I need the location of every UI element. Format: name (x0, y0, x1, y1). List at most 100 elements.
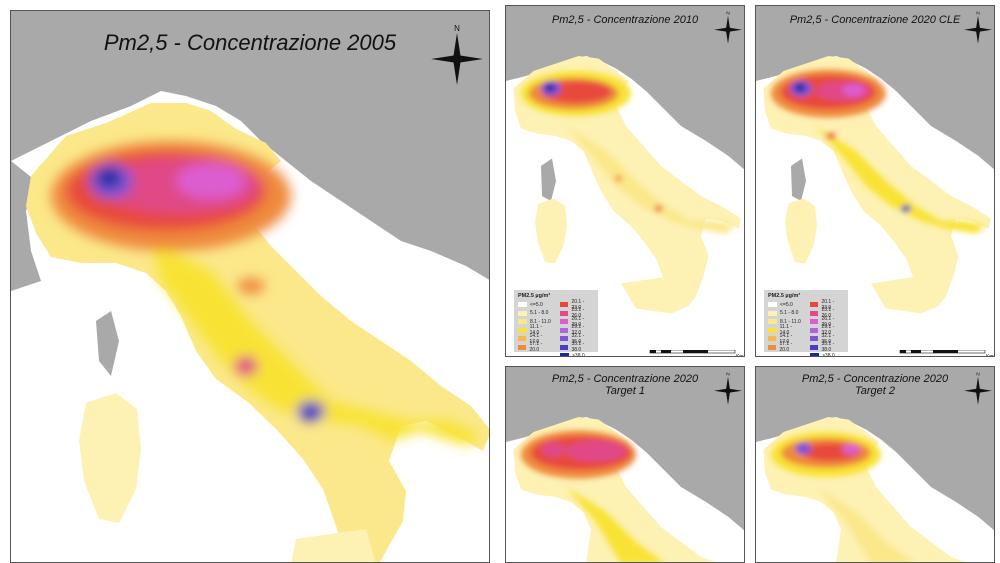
legend-label: 32.1 - 35.0 (571, 332, 585, 345)
legend-label: 17.1 - 20.0 (779, 341, 793, 353)
legend-swatch (560, 344, 569, 350)
legend-item: 14.1 - 17.0 (518, 332, 552, 345)
legend-swatch (768, 344, 777, 350)
concentration-field (771, 432, 914, 562)
legend-label: <=5.0 (780, 301, 793, 308)
compass-rose-icon: N (431, 24, 483, 85)
legend-swatch (810, 353, 819, 356)
legend-label: 35.1 - 38.0 (821, 341, 835, 353)
legend-item: 14.1 - 17.0 (768, 332, 802, 345)
scale-bar-graphic (649, 349, 736, 354)
legend-swatch (810, 344, 819, 350)
compass-north-label: N (976, 372, 980, 378)
legend: PM2.5 µg/m³ <=5.0 5.1 - 8.0 8.1 - 11.0 11.1… (764, 290, 848, 356)
legend-item: 32.1 - 35.0 (810, 333, 844, 345)
legend-item: 29.1 - 32.0 (560, 324, 594, 336)
legend-column: <=5.0 5.1 - 8.0 8.1 - 11.0 11.1 - 14.0 14.1 … (768, 301, 802, 356)
map-title-2020-target-2: Pm2,5 - Concentrazione 2020 Target 2 (756, 373, 994, 397)
legend-label: 29.1 - 32.0 (571, 324, 585, 336)
scale-bar-unit: Km (736, 354, 744, 357)
map-title-2020-cle: Pm2,5 - Concentrazione 2020 CLE (789, 14, 961, 26)
compass-north-label: N (726, 372, 730, 378)
legend-label: 8.1 - 11.0 (530, 318, 551, 325)
compass-north-label: N (726, 11, 730, 17)
legend-swatch (560, 353, 569, 356)
legend-swatch (518, 310, 527, 316)
map-title-line-2: Target 2 (855, 385, 895, 398)
concentration-field (521, 430, 664, 562)
legend-swatch (810, 310, 819, 316)
legend-label: 23.1 - 26.0 (821, 307, 835, 319)
compass-rose-icon: N (714, 11, 742, 44)
compass-north-label: N (454, 24, 460, 33)
map-title-2005: Pm2,5 - Concentrazione 2005 (103, 30, 397, 55)
scale-bar: 04590180270360Km (648, 342, 744, 357)
legend-swatch (560, 319, 569, 324)
legend-label: 5.1 - 8.0 (530, 310, 549, 316)
legend-swatch (518, 319, 527, 324)
compass-rose-icon: N (964, 11, 992, 44)
legend-item: <=5.0 (518, 301, 552, 308)
legend-column: <=5.0 5.1 - 8.0 8.1 - 11.0 11.1 - 14.0 14.1 … (518, 301, 552, 356)
legend-swatch (518, 344, 527, 350)
legend-swatch (810, 327, 819, 333)
scale-bar-graphic (899, 349, 986, 354)
legend-label: 11.1 - 14.0 (779, 324, 792, 336)
legend-item: 29.1 - 32.0 (810, 324, 844, 336)
legend-item: <=5.0 (768, 301, 802, 308)
legend-item: 20.1 - 23.0 (810, 298, 844, 311)
legend-label: 8.1 - 11.0 (780, 318, 801, 325)
legend-column: 20.1 - 23.0 23.1 - 26.0 26.1 - 29.0 29.1 - … (560, 298, 594, 356)
legend-item: 17.1 - 20.0 (768, 341, 802, 353)
legend-label: 17.1 - 20.0 (529, 341, 543, 353)
legend-item: 26.1 - 29.0 (560, 316, 594, 328)
legend-label: 5.1 - 8.0 (780, 310, 799, 316)
legend-swatch (810, 336, 819, 341)
pm25-map-2020-target-1 (506, 367, 744, 562)
pm25-map-2020-cle (756, 6, 994, 356)
legend-label: 23.1 - 26.0 (571, 307, 585, 319)
legend-title: PM2.5 µg/m³ (768, 293, 801, 299)
legend-swatch (560, 327, 569, 333)
legend-swatch (560, 310, 569, 316)
neighbouring-countries (11, 11, 489, 376)
legend-label: 11.1 - 14.0 (529, 324, 542, 336)
legend-swatch (768, 310, 777, 316)
neighbouring-countries (756, 6, 994, 201)
legend-item: 20.1 - 23.0 (560, 298, 594, 311)
legend-item: 8.1 - 11.0 (768, 318, 802, 325)
legend-item: 8.1 - 11.0 (518, 318, 552, 325)
legend-swatch (518, 327, 527, 333)
legend-swatch (810, 302, 819, 307)
compass-north-label: N (976, 11, 980, 17)
map-panel-2020-target-2: Pm2,5 - Concentrazione 2020 Target 2 N (755, 366, 995, 563)
map-title-line-1: Pm2,5 - Concentrazione 2020 (551, 373, 699, 385)
map-title-2020-target-1: Pm2,5 - Concentrazione 2020 Target 1 (506, 373, 744, 397)
legend-swatch (560, 336, 569, 341)
legend-column: 20.1 - 23.0 23.1 - 26.0 26.1 - 29.0 29.1 - … (810, 298, 844, 356)
legend-item: 23.1 - 26.0 (810, 307, 844, 319)
legend-item: 35.1 - 38.0 (810, 341, 844, 353)
neighbouring-countries (506, 6, 744, 201)
map-panel-2020-cle: Pm2,5 - Concentrazione 2020 CLE N PM2.5 … (755, 5, 995, 357)
legend-swatch (518, 302, 527, 307)
legend-label: 35.1 - 38.0 (571, 341, 585, 353)
legend-label: 14.1 - 17.0 (779, 332, 793, 345)
legend-swatch (810, 319, 819, 324)
legend-label: 26.1 - 29.0 (821, 315, 835, 328)
legend-item: 23.1 - 26.0 (560, 307, 594, 319)
pm25-map-2020-target-2 (756, 367, 994, 562)
neighbouring-countries (756, 367, 994, 531)
legend-item: 5.1 - 8.0 (768, 310, 802, 317)
legend-label: 20.1 - 23.0 (821, 298, 835, 311)
legend-label: 14.1 - 17.0 (529, 332, 543, 345)
concentration-field (521, 71, 736, 234)
legend-swatch (768, 336, 777, 341)
legend-classes: <=5.0 5.1 - 8.0 8.1 - 11.0 11.1 - 14.0 14.1 … (518, 298, 594, 356)
legend-item: 35.1 - 38.0 (560, 341, 594, 353)
legend-label: 29.1 - 32.0 (821, 324, 835, 336)
legend-item: 17.1 - 20.0 (518, 341, 552, 353)
map-panel-2010: Pm2,5 - Concentrazione 2010 N PM2.5 µg/m… (505, 5, 745, 357)
legend-item: >38.0 (810, 352, 844, 356)
legend-label: 20.1 - 23.0 (571, 298, 585, 311)
